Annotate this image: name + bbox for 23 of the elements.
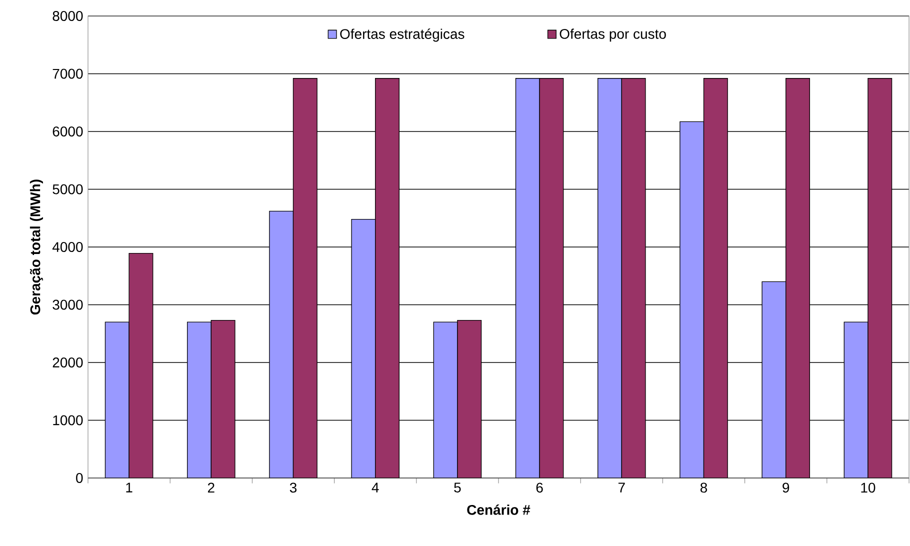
legend-label: Ofertas estratégicas <box>340 28 464 42</box>
y-tick-label: 5000 <box>52 184 83 194</box>
y-tick-label: 6000 <box>52 126 83 136</box>
y-axis-title: Geração total (MWh) <box>30 180 43 314</box>
x-tick-label: 8 <box>700 482 708 493</box>
x-tick-label: 9 <box>782 482 790 493</box>
y-tick-label: 1000 <box>53 415 83 426</box>
x-tick-label: 1 <box>126 482 132 492</box>
y-tick-label: 0 <box>76 473 83 483</box>
y-tick-label: 2000 <box>52 358 83 368</box>
x-tick-label: 5 <box>454 482 461 492</box>
y-tick-label: 3000 <box>52 300 83 310</box>
y-tick-label: 4000 <box>52 242 83 252</box>
x-tick-label: 4 <box>372 482 379 492</box>
x-axis-title: Cenário # <box>467 504 530 515</box>
x-tick-label: 7 <box>618 482 625 492</box>
y-tick-label: 7000 <box>52 68 83 79</box>
legend-label: Ofertas por custo <box>560 28 666 42</box>
x-tick-label: 3 <box>290 482 297 493</box>
x-tick-label: 6 <box>536 482 543 493</box>
y-tick-label: 8000 <box>52 11 83 21</box>
x-tick-label: 2 <box>208 482 214 492</box>
x-tick-label: 10 <box>861 482 876 493</box>
